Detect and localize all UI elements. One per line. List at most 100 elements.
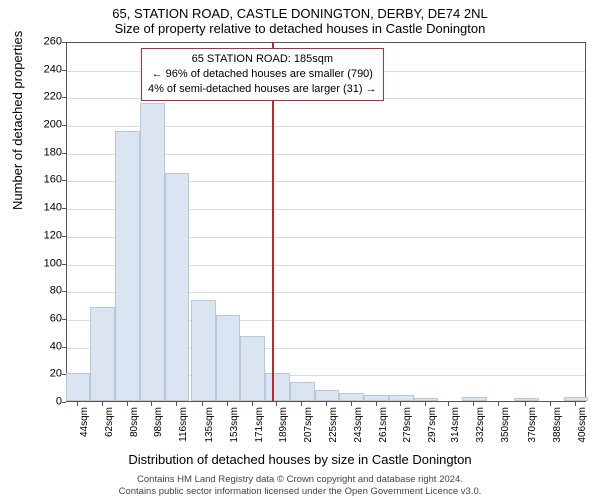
y-tick-mark: [62, 70, 66, 71]
x-tick-label: 62sqm: [105, 407, 115, 457]
x-tick-label: 44sqm: [80, 407, 90, 457]
x-tick-label: 279sqm: [403, 407, 413, 457]
x-axis-label: Distribution of detached houses by size …: [0, 452, 600, 467]
x-tick-label: 406sqm: [578, 407, 588, 457]
x-tick-mark: [400, 402, 401, 406]
histogram-bar: [265, 373, 290, 401]
title-line-2: Size of property relative to detached ho…: [0, 21, 600, 38]
x-tick-mark: [351, 402, 352, 406]
x-tick-label: 171sqm: [255, 407, 265, 457]
y-tick-label: 200: [22, 120, 62, 131]
y-tick-label: 40: [22, 341, 62, 352]
x-tick-label: 388sqm: [553, 407, 563, 457]
x-tick-label: 153sqm: [230, 407, 240, 457]
chart-container: 65, STATION ROAD, CASTLE DONINGTON, DERB…: [0, 0, 600, 500]
histogram-bar: [165, 173, 190, 401]
x-tick-mark: [575, 402, 576, 406]
y-tick-label: 60: [22, 313, 62, 324]
histogram-bar: [462, 397, 487, 401]
histogram-bar: [290, 382, 315, 401]
x-tick-mark: [202, 402, 203, 406]
y-tick-label: 20: [22, 369, 62, 380]
histogram-bar: [191, 300, 216, 401]
y-tick-label: 180: [22, 147, 62, 158]
y-tick-label: 160: [22, 175, 62, 186]
x-tick-mark: [425, 402, 426, 406]
annotation-line-2: ← 96% of detached houses are smaller (79…: [148, 67, 377, 82]
x-tick-mark: [326, 402, 327, 406]
x-tick-mark: [176, 402, 177, 406]
annotation-line-1: 65 STATION ROAD: 185sqm: [148, 52, 377, 67]
y-tick-mark: [62, 97, 66, 98]
y-tick-label: 120: [22, 230, 62, 241]
annotation-box: 65 STATION ROAD: 185sqm ← 96% of detache…: [141, 48, 384, 101]
x-tick-label: 207sqm: [304, 407, 314, 457]
x-tick-mark: [550, 402, 551, 406]
y-tick-mark: [62, 125, 66, 126]
histogram-bar: [90, 307, 115, 401]
y-tick-mark: [62, 402, 66, 403]
x-tick-mark: [227, 402, 228, 406]
footer-line-2: Contains public sector information licen…: [0, 486, 600, 498]
title-line-1: 65, STATION ROAD, CASTLE DONINGTON, DERB…: [0, 0, 600, 21]
x-tick-label: 297sqm: [428, 407, 438, 457]
x-tick-mark: [448, 402, 449, 406]
histogram-bar: [364, 395, 389, 401]
x-tick-label: 135sqm: [205, 407, 215, 457]
x-tick-label: 116sqm: [179, 407, 189, 457]
histogram-bar: [315, 390, 340, 401]
x-tick-label: 225sqm: [329, 407, 339, 457]
y-tick-label: 260: [22, 37, 62, 48]
y-tick-mark: [62, 42, 66, 43]
x-tick-label: 189sqm: [279, 407, 289, 457]
y-tick-mark: [62, 347, 66, 348]
x-tick-mark: [376, 402, 377, 406]
histogram-bar: [140, 103, 165, 401]
y-tick-mark: [62, 153, 66, 154]
footer-attribution: Contains HM Land Registry data © Crown c…: [0, 474, 600, 498]
histogram-bar: [240, 336, 265, 401]
x-tick-mark: [498, 402, 499, 406]
x-tick-label: 261sqm: [379, 407, 389, 457]
y-tick-label: 240: [22, 64, 62, 75]
y-tick-mark: [62, 374, 66, 375]
histogram-bar: [115, 131, 140, 401]
y-tick-mark: [62, 291, 66, 292]
annotation-line-3: 4% of semi-detached houses are larger (3…: [148, 82, 377, 97]
x-tick-label: 98sqm: [154, 407, 164, 457]
x-tick-mark: [276, 402, 277, 406]
x-tick-label: 243sqm: [354, 407, 364, 457]
y-tick-mark: [62, 236, 66, 237]
x-tick-label: 80sqm: [130, 407, 140, 457]
x-tick-mark: [151, 402, 152, 406]
y-tick-mark: [62, 264, 66, 265]
x-tick-mark: [473, 402, 474, 406]
y-tick-label: 140: [22, 203, 62, 214]
histogram-bar: [414, 398, 439, 401]
y-tick-mark: [62, 319, 66, 320]
x-tick-mark: [127, 402, 128, 406]
x-tick-mark: [77, 402, 78, 406]
x-tick-mark: [301, 402, 302, 406]
y-tick-mark: [62, 208, 66, 209]
histogram-bar: [216, 315, 241, 401]
footer-line-1: Contains HM Land Registry data © Crown c…: [0, 474, 600, 486]
x-tick-label: 332sqm: [476, 407, 486, 457]
y-tick-label: 80: [22, 286, 62, 297]
x-tick-mark: [102, 402, 103, 406]
x-tick-label: 350sqm: [501, 407, 511, 457]
histogram-bar: [514, 398, 539, 401]
y-tick-label: 0: [22, 397, 62, 408]
chart-area: 65 STATION ROAD: 185sqm ← 96% of detache…: [66, 42, 586, 402]
histogram-bar: [564, 397, 589, 401]
histogram-bar: [389, 395, 414, 401]
y-tick-label: 100: [22, 258, 62, 269]
y-tick-mark: [62, 180, 66, 181]
histogram-bar: [66, 373, 91, 401]
y-tick-label: 220: [22, 92, 62, 103]
x-tick-label: 314sqm: [451, 407, 461, 457]
x-tick-mark: [525, 402, 526, 406]
histogram-bar: [339, 393, 364, 401]
x-tick-mark: [252, 402, 253, 406]
x-tick-label: 370sqm: [528, 407, 538, 457]
